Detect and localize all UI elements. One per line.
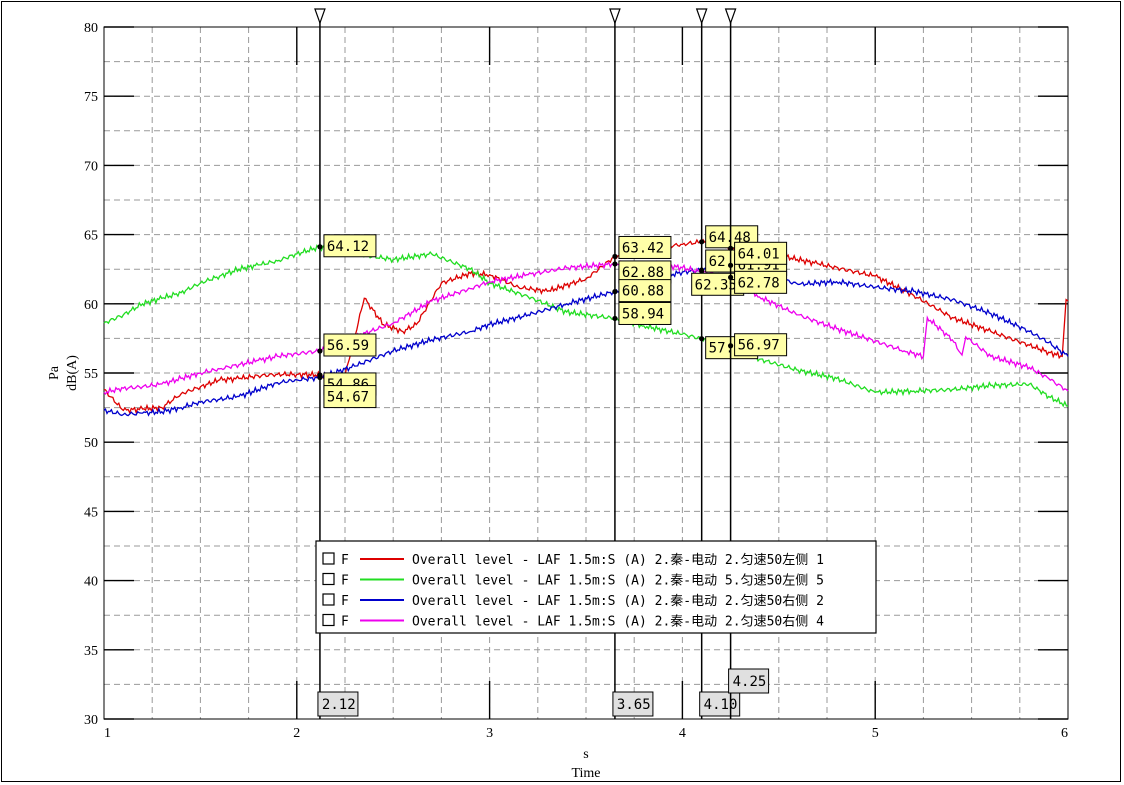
cursor-value-box [618, 301, 672, 325]
cursor-value-label: 64.48 [709, 230, 751, 246]
legend-flag: F [341, 574, 349, 589]
legend-entry-label: Overall level - LAF 1.5m:S (A) 2.秦-电动 5.… [412, 574, 824, 589]
cursor-value-label: 64.12 [327, 239, 369, 255]
series-line [103, 244, 1069, 408]
cursor-marker [317, 348, 323, 354]
cursor-value-box [323, 385, 377, 409]
cursor-time-box [728, 668, 770, 694]
y-tick-label: 40 [84, 575, 98, 590]
cursor-value-box [323, 234, 377, 258]
x-axis-label: Time [571, 766, 600, 781]
legend-entry-label: Overall level - LAF 1.5m:S (A) 2.秦-电动 2.… [412, 615, 824, 630]
cursor-value-box [618, 235, 672, 259]
cursor-time-label: 3.65 [617, 697, 651, 713]
cursor-value-label: 60.88 [622, 284, 664, 300]
legend-entry-label: Overall level - LAF 1.5m:S (A) 2.秦-电动 2.… [412, 553, 824, 568]
cursor-time-label: 4.10 [704, 697, 738, 713]
x-axis-unit: s [583, 747, 588, 762]
y-tick-label: 30 [84, 713, 98, 728]
y-tick-label: 80 [84, 21, 98, 36]
cursor-marker [612, 261, 618, 267]
x-tick-label: 4 [679, 726, 686, 741]
cursor-value-box [734, 270, 788, 294]
x-tick-label: 1 [104, 726, 111, 741]
y-axis-unit: Pa [47, 365, 62, 380]
series-line [103, 262, 1069, 417]
y-tick-label: 70 [84, 159, 98, 174]
legend-checkbox [322, 593, 335, 606]
y-axis-label: dB(A) [65, 355, 80, 391]
cursor-value-label: 62.88 [622, 265, 664, 281]
x-tick-label: 6 [1061, 726, 1068, 741]
cursor-value-label: 56.97 [738, 338, 780, 354]
legend-flag: F [341, 553, 349, 568]
cursor-value-box [734, 241, 788, 265]
cursor-value-label: 64.01 [738, 246, 780, 262]
cursor-value-box [734, 333, 788, 357]
legend-checkbox [322, 552, 335, 565]
cursor-handle-icon [314, 8, 326, 25]
cursor-value-label: 54.67 [327, 390, 369, 406]
cursor-value-box [618, 279, 672, 303]
cursor-time-label: 2.12 [322, 697, 356, 713]
legend-flag: F [341, 594, 349, 609]
y-tick-label: 55 [84, 367, 98, 382]
cursor-marker [699, 267, 705, 273]
legend-checkbox [322, 572, 335, 586]
series-layer [103, 238, 1069, 417]
cursor-value-label: 58.94 [622, 306, 664, 322]
y-tick-label: 65 [84, 229, 98, 244]
y-tick-label: 35 [84, 644, 98, 659]
cursor-value-label: 63.42 [622, 240, 664, 256]
legend-entry-label: Overall level - LAF 1.5m:S (A) 2.秦-电动 2.… [412, 594, 824, 609]
legend: F Overall level - LAF 1.5m:S (A) 2.秦-电动 2… [315, 540, 877, 634]
cursor-marker [612, 315, 618, 322]
series-line [103, 238, 1069, 415]
cursor-marker [728, 274, 734, 280]
legend-box [315, 540, 877, 634]
x-tick-label: 5 [872, 726, 879, 741]
cursor-value-box [323, 333, 377, 357]
cursor-time-box [612, 691, 654, 717]
cursor-handle-icon [695, 8, 708, 25]
cursor-time-label: 4.25 [733, 674, 767, 690]
cursor-marker [317, 374, 323, 381]
series-line [103, 259, 1069, 396]
cursor-value-label: 62.78 [738, 275, 780, 291]
cursor-marker [317, 244, 323, 250]
cursor-marker [612, 253, 618, 260]
y-tick-label: 75 [84, 90, 98, 105]
x-tick-label: 3 [486, 726, 493, 741]
cursor-handle-icon [609, 8, 621, 25]
legend-flag: F [341, 615, 349, 630]
cursor-time-box [699, 691, 741, 717]
cursor-marker [699, 239, 705, 245]
cursor-marker [728, 262, 734, 268]
cursor-marker [728, 245, 734, 251]
y-tick-label: 45 [84, 505, 98, 520]
legend-checkbox [322, 613, 335, 627]
x-tick-label: 2 [293, 726, 300, 741]
cursor-value-label: 56.59 [327, 338, 369, 354]
cursor-time-box [317, 691, 359, 717]
cursor-marker [699, 336, 705, 342]
cursor-marker [728, 343, 734, 349]
cursor-marker [612, 289, 618, 295]
y-tick-label: 50 [84, 436, 98, 451]
y-tick-label: 60 [84, 298, 98, 313]
cursor-value-label: 62.35 [695, 277, 737, 293]
cursor-handle-icon [724, 8, 737, 25]
